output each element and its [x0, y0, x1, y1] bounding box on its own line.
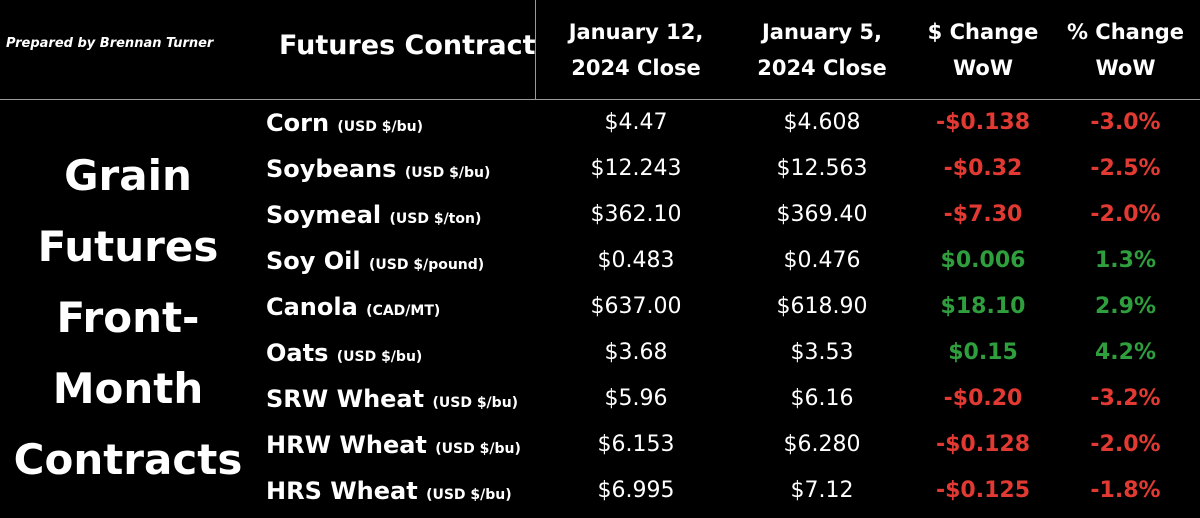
header-jan12-line1: January 12, [568, 20, 704, 44]
header-dollar-change-line1: $ Change [927, 20, 1039, 44]
header-vertical-divider [535, 0, 536, 100]
contract-label: Soybeans [266, 155, 397, 183]
dollar-change-value: -$0.20 [943, 386, 1023, 411]
jan5-close-value: $618.90 [776, 294, 868, 319]
percent-change-value: -1.8% [1090, 478, 1161, 503]
jan12-close-value: $5.96 [604, 386, 668, 411]
futures-table: Prepared by Brennan Turner Futures Contr… [0, 0, 1200, 507]
jan12-close-value: $4.47 [604, 110, 668, 135]
table-row: Soy Oil (USD $/pound) $0.483 $0.476 $0.006 1… [0, 238, 1200, 284]
side-title-line: Futures [37, 222, 219, 271]
side-title: Grain Futures Front- Month Contracts [10, 140, 246, 495]
jan12-close-value: $362.10 [590, 202, 682, 227]
percent-change-value: -2.5% [1090, 156, 1161, 181]
percent-change-value: 2.9% [1094, 294, 1156, 319]
table-row: SRW Wheat (USD $/bu) $5.96 $6.16 -$0.20 -3.2… [0, 376, 1200, 422]
percent-change-value: -2.0% [1090, 202, 1161, 227]
contract-name: SRW Wheat (USD $/bu) [266, 376, 518, 422]
jan12-close-value: $6.153 [597, 432, 675, 457]
contract-unit: (USD $/pound) [369, 257, 485, 273]
dollar-change-value: -$0.32 [943, 156, 1023, 181]
jan12-close-value: $637.00 [590, 294, 682, 319]
contract-name: Canola (CAD/MT) [266, 284, 440, 330]
side-title-line: Grain [64, 151, 192, 200]
contract-unit: (USD $/ton) [389, 211, 482, 227]
header-percent-change: % Change WoW [1051, 14, 1200, 86]
table-row: Canola (CAD/MT) $637.00 $618.90 $18.10 2.9% [0, 284, 1200, 330]
dollar-change-value: -$7.30 [943, 202, 1023, 227]
contract-unit: (USD $/bu) [432, 395, 519, 411]
contract-unit: (USD $/bu) [404, 165, 491, 181]
contract-label: HRW Wheat [266, 431, 427, 459]
header-jan12-close: January 12, 2024 Close [543, 14, 729, 86]
dollar-change-value: $0.006 [940, 248, 1026, 273]
jan5-close-value: $6.280 [783, 432, 861, 457]
percent-change-value: -3.2% [1090, 386, 1161, 411]
jan5-close-value: $7.12 [790, 478, 854, 503]
header-dollar-change-line2: WoW [952, 56, 1013, 80]
dollar-change-value: -$0.125 [935, 478, 1031, 503]
dollar-change-value: $0.15 [948, 340, 1018, 365]
contract-name: Soy Oil (USD $/pound) [266, 238, 484, 284]
dollar-change-value: -$0.138 [935, 110, 1031, 135]
contract-name: Soybeans (USD $/bu) [266, 146, 490, 192]
header-dollar-change: $ Change WoW [915, 14, 1051, 86]
table-row: HRS Wheat (USD $/bu) $6.995 $7.12 -$0.125 -1… [0, 468, 1200, 514]
percent-change-value: -2.0% [1090, 432, 1161, 457]
dollar-change-value: $18.10 [940, 294, 1026, 319]
percent-change-value: 1.3% [1094, 248, 1156, 273]
percent-change-value: 4.2% [1094, 340, 1156, 365]
header-jan12-line2: 2024 Close [571, 56, 701, 80]
contract-name: HRW Wheat (USD $/bu) [266, 422, 521, 468]
percent-change-value: -3.0% [1090, 110, 1161, 135]
table-row: HRW Wheat (USD $/bu) $6.153 $6.280 -$0.128 -… [0, 422, 1200, 468]
contract-name: Soymeal (USD $/ton) [266, 192, 481, 238]
contract-name: Corn (USD $/bu) [266, 100, 423, 146]
side-title-line: Contracts [13, 435, 243, 484]
jan5-close-value: $369.40 [776, 202, 868, 227]
table-row: Corn (USD $/bu) $4.47 $4.608 -$0.138 -3.0% [0, 100, 1200, 146]
contract-label: SRW Wheat [266, 385, 425, 413]
side-title-line: Front- [56, 293, 200, 342]
header-jan5-line1: January 5, [761, 20, 882, 44]
contract-unit: (CAD/MT) [366, 303, 441, 319]
table-row: Soymeal (USD $/ton) $362.10 $369.40 -$7.30 -… [0, 192, 1200, 238]
header-percent-change-line1: % Change [1066, 20, 1185, 44]
contract-label: Soymeal [266, 201, 382, 229]
jan5-close-value: $12.563 [776, 156, 868, 181]
header-jan5-line2: 2024 Close [757, 56, 887, 80]
credit-text: Prepared by Brennan Turner [6, 36, 214, 51]
contract-name: HRS Wheat (USD $/bu) [266, 468, 512, 514]
jan5-close-value: $4.608 [783, 110, 861, 135]
side-title-line: Month [52, 364, 204, 413]
jan12-close-value: $12.243 [590, 156, 682, 181]
header-jan5-close: January 5, 2024 Close [729, 14, 915, 86]
header-percent-change-line2: WoW [1095, 56, 1156, 80]
dollar-change-value: -$0.128 [935, 432, 1031, 457]
jan5-close-value: $3.53 [790, 340, 854, 365]
header-divider [0, 99, 1200, 100]
table-row: Soybeans (USD $/bu) $12.243 $12.563 -$0.32 -… [0, 146, 1200, 192]
contract-name: Oats (USD $/bu) [266, 330, 422, 376]
contract-unit: (USD $/bu) [337, 119, 423, 135]
jan12-close-value: $3.68 [604, 340, 668, 365]
contract-unit: (USD $/bu) [336, 349, 423, 365]
jan12-close-value: $0.483 [597, 248, 675, 273]
contract-label: Oats [266, 339, 329, 367]
contract-unit: (USD $/bu) [426, 487, 512, 503]
jan5-close-value: $6.16 [790, 386, 854, 411]
table-row: Oats (USD $/bu) $3.68 $3.53 $0.15 4.2% [0, 330, 1200, 376]
contract-label: Soy Oil [266, 247, 361, 275]
contract-label: Corn [266, 109, 330, 137]
header-futures-contract: Futures Contract [279, 30, 536, 61]
contract-unit: (USD $/bu) [435, 441, 521, 457]
jan12-close-value: $6.995 [597, 478, 675, 503]
contract-label: HRS Wheat [266, 477, 418, 505]
contract-label: Canola [266, 293, 358, 321]
jan5-close-value: $0.476 [783, 248, 861, 273]
